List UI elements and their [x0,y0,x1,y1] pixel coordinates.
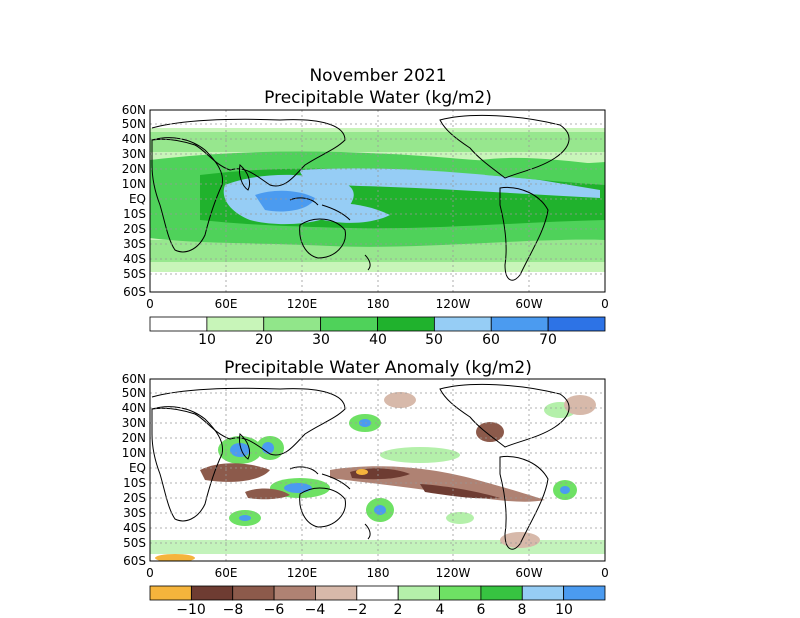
colorbar-swatch [356,585,399,601]
anom-colorbar-labels: −10 −8 −6 −4 −2 2 4 6 8 10 [176,602,573,618]
lon-label: 60W [515,297,542,311]
lat-label: 20N [122,431,146,445]
lat-label: 60N [122,103,146,117]
anom-map-frame [149,378,606,562]
lon-label: 120W [436,297,471,311]
colorbar-label: −2 [347,602,368,618]
lon-label: 120W [436,566,471,580]
lat-label: 40S [123,521,146,535]
colorbar-label: −4 [305,602,326,618]
lon-label: 60E [215,566,238,580]
colorbar-swatch [206,316,265,332]
lon-label: 0 [146,297,154,311]
colorbar-swatch [490,316,549,332]
anom-map-field [150,379,605,561]
lon-label: 120E [287,297,318,311]
colorbar-label: 60 [482,332,500,348]
lat-label: 30N [122,416,146,430]
colorbar-label: 70 [539,332,557,348]
colorbar-swatch [263,316,322,332]
colorbar-swatch [232,585,275,601]
colorbar-swatch [320,316,378,332]
lon-label: 0 [146,566,154,580]
panel-title-anom: Precipitable Water Anomaly (kg/m2) [224,358,532,378]
lat-label: 10S [123,207,146,221]
colorbar-swatch [480,585,523,601]
pw-colorbar-labels: 10 20 30 40 50 60 70 [198,332,557,348]
colorbar-swatch [397,585,440,601]
lon-label: 60W [515,566,542,580]
lat-label: 30S [123,506,146,520]
colorbar-label: 50 [425,332,443,348]
anom-lon-labels: 0 60E 120E 180 120W 60W 0 [146,566,609,580]
lat-label: 50S [123,536,146,550]
colorbar-label: 20 [255,332,273,348]
lat-label: 40N [122,132,146,146]
lat-label: 30S [123,237,146,251]
colorbar-label: −8 [223,602,244,618]
lon-label: 0 [601,297,609,311]
colorbar-swatch [521,585,565,601]
colorbar-label: 4 [436,602,445,618]
lat-label: 50N [122,386,146,400]
lat-label: 40N [122,401,146,415]
pw-colorbar [149,316,606,332]
colorbar-swatch [149,585,192,601]
colorbar-swatch [273,585,316,601]
pw-map-field [150,110,605,292]
lon-label: 180 [367,566,390,580]
lat-label: EQ [129,192,146,206]
colorbar-label: −10 [176,602,206,618]
lat-label: 10N [122,177,146,191]
colorbar-swatch [439,585,482,601]
colorbar-swatch [190,585,234,601]
colorbar-label: 30 [312,332,330,348]
lat-label: EQ [129,461,146,475]
lon-label: 60E [215,297,238,311]
colorbar-swatch [563,585,606,601]
colorbar-swatch [377,316,435,332]
pw-map-frame [149,109,606,293]
lat-label: 50N [122,117,146,131]
anom-gridlines [150,379,605,561]
anom-colorbar [149,585,606,601]
colorbar-swatch [149,316,208,332]
pw-lat-labels: 60N 50N 40N 30N 20N 10N EQ 10S 20S 30S 4… [122,103,146,299]
colorbar-label: 2 [394,602,403,618]
lat-label: 60S [123,554,146,568]
colorbar-label: −6 [264,602,285,618]
colorbar-label: 6 [477,602,486,618]
lat-label: 10S [123,476,146,490]
lat-label: 20S [123,491,146,505]
lat-label: 20S [123,222,146,236]
lat-label: 60N [122,372,146,386]
lon-label: 0 [601,566,609,580]
lat-label: 30N [122,147,146,161]
lat-label: 60S [123,285,146,299]
pw-gridlines [150,110,605,292]
panel-title-pw: Precipitable Water (kg/m2) [264,88,492,108]
lat-label: 50S [123,267,146,281]
colorbar-swatch [315,585,358,601]
colorbar-label: 40 [369,332,387,348]
lat-label: 10N [122,446,146,460]
colorbar-swatch [547,316,606,332]
lon-label: 180 [367,297,390,311]
lon-label: 120E [287,566,318,580]
colorbar-swatch [433,316,492,332]
pw-lon-labels: 0 60E 120E 180 120W 60W 0 [146,297,609,311]
lat-label: 20N [122,162,146,176]
colorbar-label: 8 [518,602,527,618]
anom-coastlines [151,383,570,550]
colorbar-label: 10 [555,602,573,618]
anom-lat-labels: 60N 50N 40N 30N 20N 10N EQ 10S 20S 30S 4… [122,372,146,568]
figure-title: November 2021 [309,66,446,86]
lat-label: 40S [123,252,146,266]
colorbar-label: 10 [198,332,216,348]
